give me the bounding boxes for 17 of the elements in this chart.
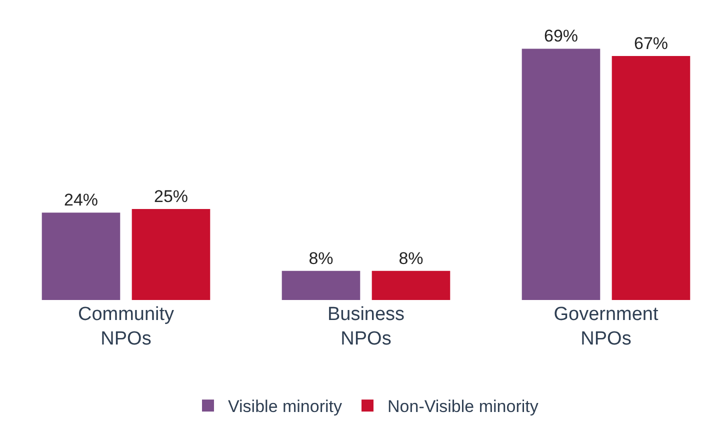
data-label: 69% — [544, 26, 578, 46]
data-label: 24% — [64, 190, 98, 210]
x-tick-label: Government NPOs — [554, 304, 659, 350]
data-label: 67% — [634, 34, 668, 53]
data-label: 8% — [308, 248, 334, 268]
x-tick-label: Community NPOs — [78, 304, 175, 350]
bar — [612, 56, 690, 300]
bar — [42, 212, 120, 300]
bar — [372, 270, 450, 300]
bar — [522, 48, 600, 300]
bar — [132, 208, 210, 300]
data-label: 25% — [154, 186, 188, 206]
legend-label: Non-Visible minority — [388, 397, 539, 416]
data-label: 8% — [398, 248, 424, 268]
x-tick-label: Business NPOs — [327, 304, 405, 350]
legend-label: Visible minority — [228, 397, 343, 416]
bar — [282, 270, 360, 300]
